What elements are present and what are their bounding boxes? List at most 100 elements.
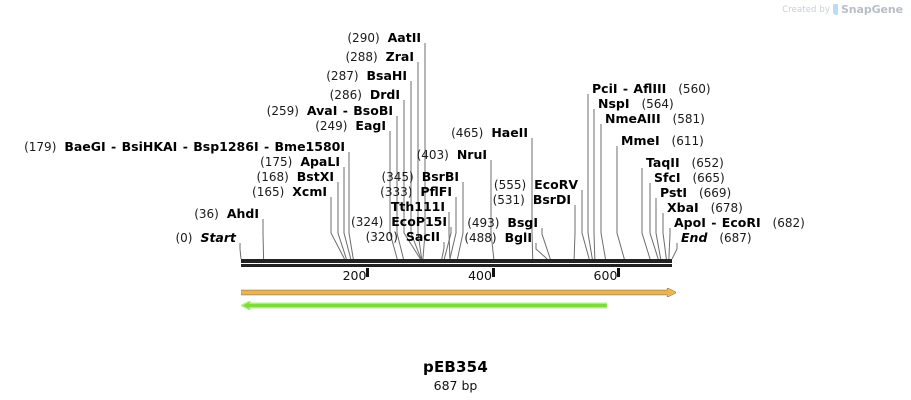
site-label-bstxi[interactable]: (168) BstXI xyxy=(257,170,334,184)
site-enzyme-name: BsrDI xyxy=(532,192,571,207)
site-enzyme-name: BsaHI xyxy=(366,68,407,83)
site-enzyme-name: HaeII xyxy=(491,125,528,140)
site-enzyme-name: PflFI xyxy=(420,184,452,199)
site-position: (669) xyxy=(698,186,732,200)
site-enzyme-name: NspI xyxy=(598,96,630,111)
site-leader-line xyxy=(343,167,352,260)
site-label-taqii[interactable]: TaqII (652) xyxy=(646,156,724,170)
site-enzyme-name: EcoRV xyxy=(534,177,578,192)
site-label-nrui[interactable]: (403) NruI xyxy=(417,148,487,162)
site-label-drdi[interactable]: (286) DrdI xyxy=(330,88,400,102)
site-label-tth111i[interactable]: Tth111I xyxy=(391,200,445,213)
ruler-tick xyxy=(617,268,621,277)
site-label-bgli[interactable]: (488) BglI xyxy=(464,231,532,245)
site-label-mmei[interactable]: MmeI (611) xyxy=(621,134,704,148)
site-label-ecop15i[interactable]: (324) EcoP15I xyxy=(351,215,447,229)
site-position: (488) xyxy=(464,231,497,245)
site-position: (320) xyxy=(365,230,398,244)
site-position: (179) xyxy=(24,140,57,154)
ruler-tick-label: 600 xyxy=(593,268,618,283)
site-leader-line xyxy=(649,183,659,260)
site-label-start[interactable]: (0) Start xyxy=(175,231,236,245)
site-leader-line xyxy=(337,182,347,260)
site-label-aatii[interactable]: (290) AatII xyxy=(347,31,421,45)
site-position: (665) xyxy=(692,171,725,185)
site-label-baegi[interactable]: (179) BaeGI - BsiHKAI - Bsp1286I - Bme15… xyxy=(24,140,345,154)
site-label-ahdi[interactable]: (36) AhdI xyxy=(194,207,259,221)
site-position: (403) xyxy=(416,148,449,162)
site-label-xcmi[interactable]: (165) XcmI xyxy=(252,185,327,199)
site-enzyme-name: ZraI xyxy=(385,49,414,64)
site-enzyme-name: BsgI xyxy=(507,215,538,230)
site-label-apali[interactable]: (175) ApaLI xyxy=(260,155,340,169)
site-leader-line xyxy=(535,243,548,260)
site-enzyme-name: SfcI xyxy=(654,170,681,185)
site-position: (652) xyxy=(691,156,724,170)
site-label-nmeaiii[interactable]: NmeAIII (581) xyxy=(605,112,705,126)
site-leader-line xyxy=(600,124,606,260)
site-leader-line xyxy=(671,243,678,260)
site-label-xbai[interactable]: XbaI (678) xyxy=(667,201,743,215)
site-enzyme-name: BsoBI xyxy=(353,103,393,118)
site-name-separator: - xyxy=(618,81,633,96)
site-label-pflfi[interactable]: (333) PflFI xyxy=(380,185,452,199)
site-label-zrai[interactable]: (288) ZraI xyxy=(345,50,414,64)
site-leader-line xyxy=(587,94,593,260)
site-label-end[interactable]: End (687) xyxy=(681,231,752,245)
site-enzyme-name: BsiHKAI xyxy=(121,139,178,154)
site-label-bsahi[interactable]: (287) BsaHI xyxy=(326,69,407,83)
site-enzyme-name: MmeI xyxy=(621,133,660,148)
site-position: (333) xyxy=(380,185,413,199)
site-position: (165) xyxy=(252,185,285,199)
site-name-separator: - xyxy=(106,139,121,154)
site-position: (564) xyxy=(641,97,674,111)
site-position: (168) xyxy=(256,170,289,184)
site-label-pcii[interactable]: PciI - AflIII (560) xyxy=(592,82,711,96)
site-label-bsrbi[interactable]: (345) BsrBI xyxy=(381,170,459,184)
site-label-nspi[interactable]: NspI (564) xyxy=(598,97,674,111)
site-label-eagi[interactable]: (249) EagI xyxy=(315,119,386,133)
site-position: (175) xyxy=(260,155,293,169)
site-enzyme-name: AflIII xyxy=(633,81,667,96)
site-label-bsgi[interactable]: (493) BsgI xyxy=(467,216,538,230)
site-label-sacii[interactable]: (320) SacII xyxy=(366,230,440,244)
orf-forward-orange[interactable] xyxy=(241,288,677,297)
snapgene-flag-icon xyxy=(832,4,838,15)
site-label-sfci[interactable]: SfcI (665) xyxy=(654,171,725,185)
site-leader-line xyxy=(668,228,671,260)
site-leader-line xyxy=(593,109,596,260)
site-position: (288) xyxy=(345,50,378,64)
site-position: (36) xyxy=(194,207,219,221)
site-leader-line xyxy=(239,243,242,260)
ruler-tick xyxy=(366,268,370,277)
site-leader-line xyxy=(443,227,452,260)
site-leader-line xyxy=(262,219,265,260)
site-leader-line xyxy=(541,228,551,260)
site-enzyme-name: BsrBI xyxy=(421,169,459,184)
site-label-bsrdi[interactable]: (531) BsrDI xyxy=(493,193,571,207)
site-position: (555) xyxy=(493,178,527,192)
site-label-avai[interactable]: (259) AvaI - BsoBI xyxy=(267,104,393,118)
site-leader-line xyxy=(662,213,667,260)
ruler-tick-label: 400 xyxy=(468,268,492,283)
orf-reverse-green[interactable] xyxy=(241,301,608,310)
site-label-ecorv[interactable]: (555) EcoRV xyxy=(494,178,578,192)
site-enzyme-name: AhdI xyxy=(226,206,259,221)
site-position: (687) xyxy=(719,231,752,245)
site-position: (531) xyxy=(492,193,525,207)
site-enzyme-name: EagI xyxy=(355,118,386,133)
site-position: (286) xyxy=(329,88,362,102)
site-name-separator: - xyxy=(259,139,274,154)
site-leader-line xyxy=(616,146,625,260)
site-label-apoi[interactable]: ApoI - EcoRI (682) xyxy=(674,216,805,230)
site-label-psti[interactable]: PstI (669) xyxy=(660,186,731,200)
site-leader-line xyxy=(641,168,651,260)
site-enzyme-name: BaeGI xyxy=(64,139,106,154)
site-position: (324) xyxy=(351,215,384,229)
ruler-tick-label: 200 xyxy=(342,268,367,283)
site-enzyme-name: AvaI xyxy=(306,103,338,118)
site-leader-line xyxy=(581,190,590,260)
site-enzyme-name: PstI xyxy=(660,185,688,200)
site-label-haeii[interactable]: (465) HaeII xyxy=(451,126,528,140)
